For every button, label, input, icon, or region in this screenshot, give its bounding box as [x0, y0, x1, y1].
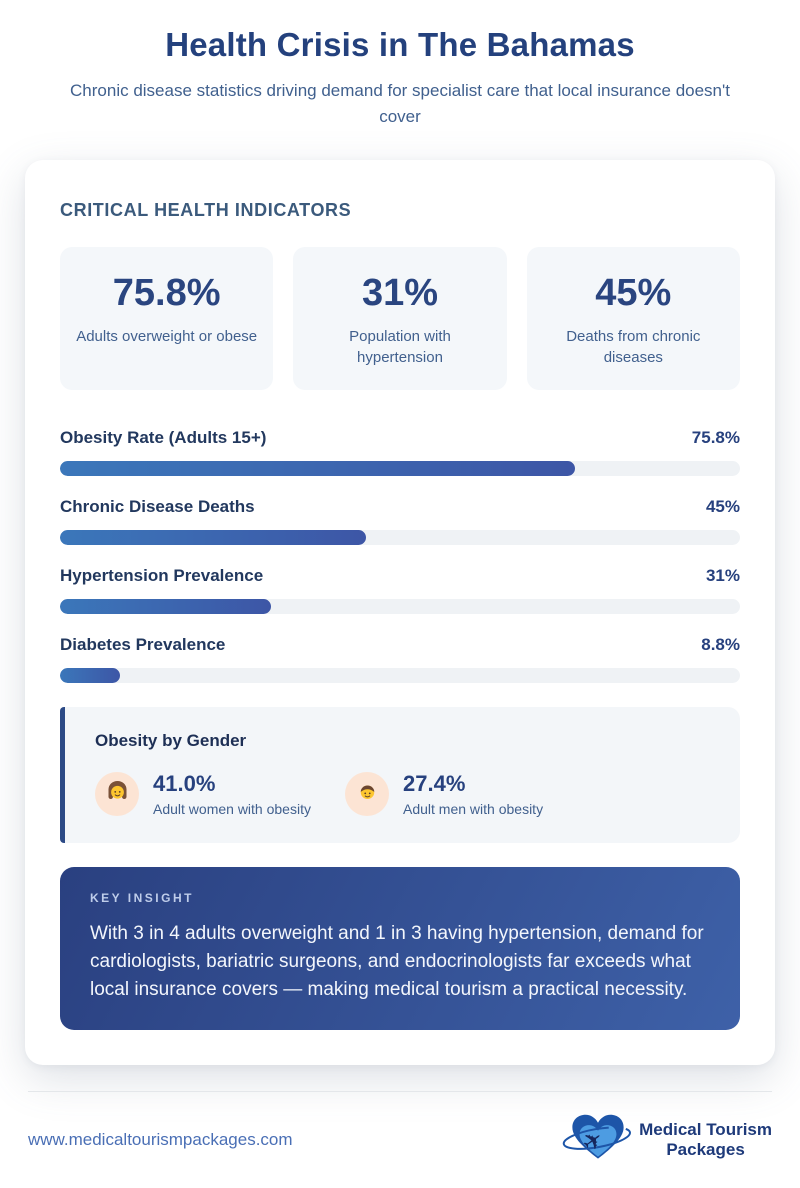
stat-value: 75.8% [112, 272, 221, 314]
gender-value: 27.4% [403, 771, 466, 796]
brand-logo: ✈ Medical Tourism Packages [561, 1110, 772, 1169]
bar-fill [60, 668, 120, 683]
gender-label: Adult men with obesity [403, 801, 544, 817]
bar-fill [60, 530, 366, 545]
main-card: CRITICAL HEALTH INDICATORS 75.8% Adults … [25, 160, 775, 1065]
stat-card-overweight: 75.8% Adults overweight or obese [60, 247, 274, 390]
stat-value: 45% [595, 272, 672, 314]
bar-value: 31% [705, 566, 740, 585]
key-insight-panel: KEY INSIGHT With 3 in 4 adults overweigh… [60, 867, 740, 1030]
page-footer: www.medicaltourismpackages.com ✈ Medical… [0, 1092, 800, 1169]
website-link[interactable]: www.medicaltourismpackages.com [28, 1129, 293, 1149]
key-insight-text: With 3 in 4 adults overweight and 1 in 3… [90, 923, 704, 1000]
stat-label: Population with hypertension [349, 328, 451, 366]
avatar [345, 772, 389, 816]
gender-label: Adult women with obesity [153, 801, 311, 817]
bar-label: Chronic Disease Deaths [60, 497, 255, 516]
stat-grid: 75.8% Adults overweight or obese 31% Pop… [60, 247, 740, 390]
key-insight-label: KEY INSIGHT [90, 891, 194, 905]
section-heading: CRITICAL HEALTH INDICATORS [60, 200, 352, 220]
bar-row-hypertension: Hypertension Prevalence 31% [60, 566, 740, 614]
bar-value: 75.8% [691, 428, 740, 447]
woman-icon [104, 778, 131, 810]
bar-label: Diabetes Prevalence [60, 635, 226, 654]
bar-label: Obesity Rate (Adults 15+) [60, 428, 267, 447]
bar-chart: Obesity Rate (Adults 15+) 75.8% Chronic … [60, 428, 740, 683]
bar-track [60, 599, 740, 614]
bar-track [60, 668, 740, 683]
bar-label: Hypertension Prevalence [60, 566, 264, 585]
gender-stat-women: 41.0% Adult women with obesity [95, 771, 345, 817]
brand-name: Medical Tourism Packages [639, 1119, 772, 1159]
avatar [95, 772, 139, 816]
bar-value: 45% [705, 497, 740, 516]
bar-track [60, 461, 740, 476]
stat-value: 31% [361, 272, 439, 314]
bar-row-diabetes: Diabetes Prevalence 8.8% [60, 635, 740, 683]
bar-fill [60, 599, 271, 614]
bar-value: 8.8% [701, 635, 740, 654]
gender-panel-heading: Obesity by Gender [95, 731, 247, 750]
man-icon [354, 778, 381, 810]
bar-track [60, 530, 740, 545]
gender-value: 41.0% [153, 771, 216, 796]
heart-plane-logo-icon: ✈ [561, 1110, 635, 1169]
stat-card-chronic-deaths: 45% Deaths from chronic diseases [526, 247, 740, 390]
page-title: Health Crisis in The Bahamas [165, 26, 635, 63]
bar-row-chronic-deaths: Chronic Disease Deaths 45% [60, 497, 740, 545]
stat-label: Deaths from chronic diseases [566, 328, 701, 366]
page-header: Health Crisis in The Bahamas Chronic dis… [0, 0, 800, 130]
gender-stat-men: 27.4% Adult men with obesity [345, 771, 543, 817]
obesity-by-gender-panel: Obesity by Gender [60, 707, 740, 843]
stat-label: Adults overweight or obese [76, 328, 258, 345]
bar-row-obesity: Obesity Rate (Adults 15+) 75.8% [60, 428, 740, 476]
bar-fill [60, 461, 576, 476]
footer-divider [28, 1091, 772, 1092]
stat-card-hypertension: 31% Population with hypertension [293, 247, 507, 390]
page-subtitle: Chronic disease statistics driving deman… [70, 81, 730, 126]
